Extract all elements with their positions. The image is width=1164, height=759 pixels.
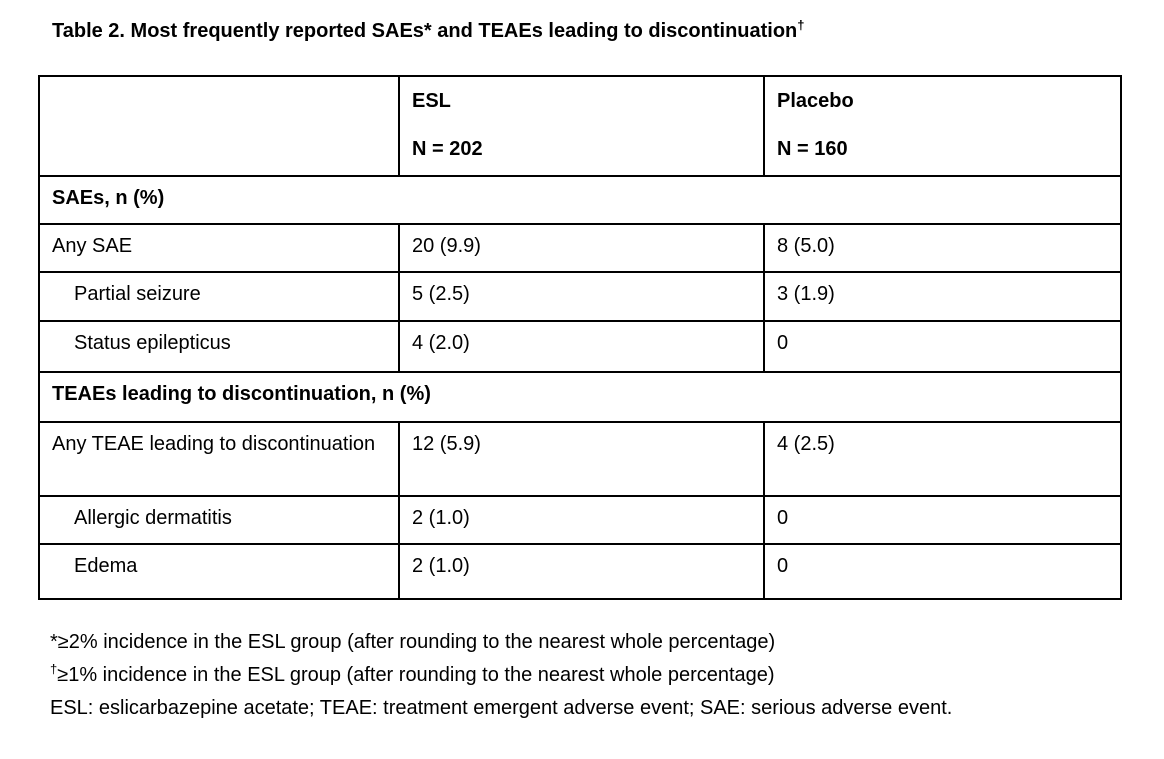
section-row-teaes: TEAEs leading to discontinuation, n (%) (38, 371, 1122, 423)
footnote-abbreviations-text: ESL: eslicarbazepine acetate; TEAE: trea… (50, 697, 953, 719)
esl-value: 5 (2.5) (398, 271, 765, 322)
footnote-asterisk-marker: * (50, 631, 58, 653)
placebo-value: 0 (763, 543, 1122, 600)
footnote-abbreviations: ESL: eslicarbazepine acetate; TEAE: trea… (50, 692, 952, 725)
row-label: Allergic dermatitis (38, 495, 400, 545)
esl-group-label: ESL (412, 90, 451, 112)
table-title-dagger: † (797, 17, 805, 33)
header-esl-cell: ESL N = 202 (398, 75, 765, 177)
table-row-any-teae: Any TEAE leading to discontinuation 12 (… (38, 421, 1122, 497)
table-title: Table 2. Most frequently reported SAEs* … (52, 17, 805, 43)
table-row-allergic-dermatitis: Allergic dermatitis 2 (1.0) 0 (38, 495, 1122, 545)
row-label: Any SAE (38, 223, 400, 273)
placebo-group-label: Placebo (777, 90, 854, 112)
table-row-status-epilepticus: Status epilepticus 4 (2.0) 0 (38, 320, 1122, 373)
footnote-dagger-marker: † (50, 661, 58, 677)
table-header-row: ESL N = 202 Placebo N = 160 (38, 75, 1122, 177)
adverse-events-table: ESL N = 202 Placebo N = 160 SAEs, n (%) … (38, 75, 1122, 600)
placebo-value: 0 (763, 495, 1122, 545)
placebo-value: 0 (763, 320, 1122, 373)
esl-value: 20 (9.9) (398, 223, 765, 273)
row-label: Edema (38, 543, 400, 600)
section-header-saes: SAEs, n (%) (38, 175, 1122, 225)
table-title-text: Table 2. Most frequently reported SAEs* … (52, 20, 798, 42)
header-placebo-cell: Placebo N = 160 (763, 75, 1122, 177)
row-label: Partial seizure (38, 271, 400, 322)
table-row-edema: Edema 2 (1.0) 0 (38, 543, 1122, 600)
row-label: Status epilepticus (38, 320, 400, 373)
esl-value: 2 (1.0) (398, 495, 765, 545)
placebo-group-n: N = 160 (777, 138, 848, 160)
footnotes-block: *≥2% incidence in the ESL group (after r… (50, 626, 952, 725)
placebo-value: 4 (2.5) (763, 421, 1122, 497)
esl-value: 4 (2.0) (398, 320, 765, 373)
footnote-dagger: †≥1% incidence in the ESL group (after r… (50, 659, 952, 692)
table-row-any-sae: Any SAE 20 (9.9) 8 (5.0) (38, 223, 1122, 273)
footnote-asterisk-text: ≥2% incidence in the ESL group (after ro… (57, 631, 776, 653)
footnote-asterisk: *≥2% incidence in the ESL group (after r… (50, 626, 952, 659)
esl-value: 12 (5.9) (398, 421, 765, 497)
placebo-value: 8 (5.0) (763, 223, 1122, 273)
footnote-dagger-text: ≥1% incidence in the ESL group (after ro… (57, 664, 775, 686)
placebo-value: 3 (1.9) (763, 271, 1122, 322)
section-header-teaes: TEAEs leading to discontinuation, n (%) (38, 371, 1122, 423)
row-label: Any TEAE leading to discontinuation (38, 421, 400, 497)
esl-group-n: N = 202 (412, 138, 483, 160)
esl-value: 2 (1.0) (398, 543, 765, 600)
table-row-partial-seizure: Partial seizure 5 (2.5) 3 (1.9) (38, 271, 1122, 322)
section-row-saes: SAEs, n (%) (38, 175, 1122, 225)
header-empty-cell (38, 75, 400, 177)
